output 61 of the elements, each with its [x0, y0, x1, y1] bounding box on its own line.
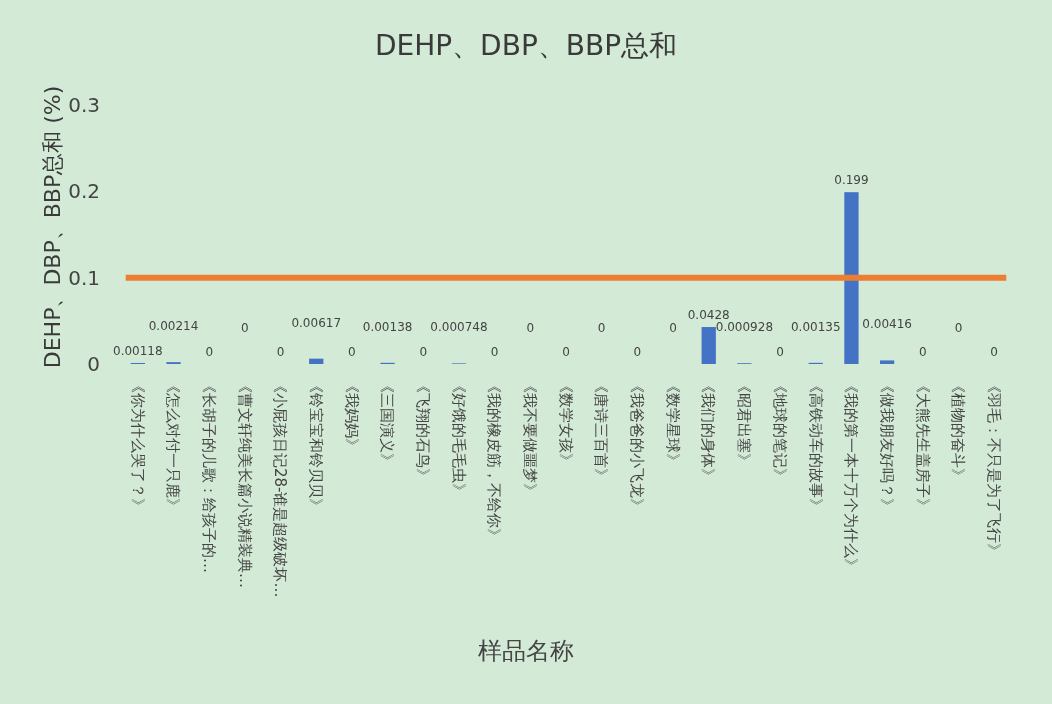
bar: [879, 360, 895, 364]
x-tick-label: 《我不要做噩梦》: [521, 378, 540, 498]
data-label: 0: [669, 321, 677, 335]
data-label: 0: [276, 345, 285, 359]
x-tick-label: 《我的第一本十万个为什么》: [842, 378, 861, 573]
data-label: 0: [562, 345, 570, 359]
x-tick-label: 《小屁孩日记28-谁是超级破坏…: [271, 378, 290, 598]
y-tick-label: 0.1: [68, 265, 100, 290]
x-tick-label: 《大熊先生盖房子》: [913, 378, 932, 513]
x-tick-label: 《昭君出塞》: [735, 378, 754, 468]
data-label: 0: [918, 345, 927, 359]
y-tick-label: 0.3: [68, 93, 100, 117]
x-tick-label: 《我们的身体》: [699, 378, 718, 483]
data-label: 0.00118: [113, 343, 163, 358]
data-label: 0: [954, 321, 963, 335]
x-tick-label: 《数学女孩》: [556, 378, 575, 468]
data-label: 0: [490, 345, 499, 359]
x-tick-label: 《曹文轩纯美长篇小说精装典…: [235, 378, 254, 588]
chart-title: DEHP、DBP、BBP总和: [374, 29, 678, 62]
data-label: 0: [241, 321, 249, 335]
y-tick-label: 0: [87, 352, 100, 376]
x-tick-label: 《我爸爸的小飞龙》: [628, 378, 647, 513]
data-label: 0.000748: [430, 320, 488, 335]
data-label: 0: [776, 345, 784, 359]
data-label: 0.00138: [362, 319, 413, 334]
x-tick-label: 《我的橡皮筋，不给你》: [485, 378, 504, 543]
y-axis-title: DEHP、DBP、BBP总和 (%): [40, 85, 65, 369]
data-label: 0: [990, 345, 998, 359]
x-tick-label: 《飞翔的石鸟》: [414, 378, 433, 483]
data-label: 0.00416: [862, 317, 912, 332]
data-label: 0: [526, 321, 535, 335]
x-tick-label: 《你为什么哭了？》: [128, 378, 147, 513]
data-label: 0.199: [834, 173, 869, 188]
data-label: 0.00135: [790, 319, 841, 334]
data-label: 0: [419, 345, 428, 359]
x-tick-label: 《地球的笔记》: [770, 378, 789, 483]
bar: [844, 192, 859, 364]
y-tick-label: 0.2: [68, 179, 100, 204]
data-label: 0.00214: [148, 319, 199, 334]
x-tick-label: 《怎么对付一只鹿》: [164, 378, 183, 513]
x-tick-label: 《三国演义》: [378, 378, 397, 468]
x-tick-label: 《长胡子的儿歌：给孩子的…: [199, 378, 218, 573]
data-label: 0.000928: [715, 320, 774, 335]
data-label: 0: [633, 345, 642, 359]
x-tick-label: 《好饿的毛毛虫》: [449, 378, 468, 498]
data-label: 0.00617: [291, 315, 342, 330]
bar: [309, 358, 324, 364]
data-label: 0: [205, 345, 214, 359]
data-label: 0.0428: [687, 308, 730, 323]
data-label: 0: [348, 345, 356, 359]
x-tick-label: 《数学星球》: [663, 378, 682, 468]
x-axis-title: 样品名称: [478, 637, 574, 665]
x-tick-label: 《唐诗三百首》: [592, 378, 611, 483]
x-tick-label: 《铃宝宝和铃贝贝》: [306, 378, 325, 513]
x-tick-label: 《我妈妈》: [342, 378, 361, 453]
x-tick-label: 《做我朋友好吗？》: [877, 378, 896, 513]
bar: [701, 327, 716, 364]
x-tick-label: 《植物的奋斗》: [949, 378, 968, 483]
x-tick-label: 《高铁动车的故事》: [806, 378, 825, 513]
x-tick-label: 《羽毛：不只是为了飞行》: [984, 378, 1003, 558]
data-label: 0: [597, 321, 606, 335]
